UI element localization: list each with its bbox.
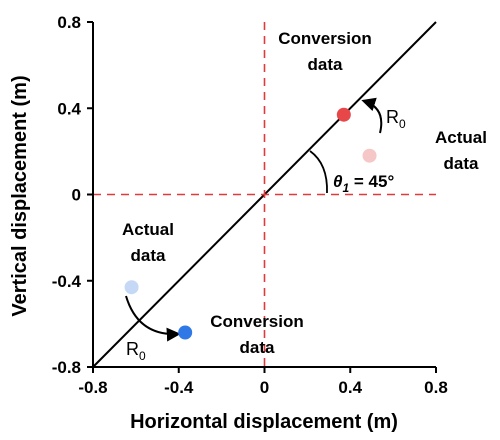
data-point — [124, 280, 139, 295]
rotation-label-upper: R0 — [386, 107, 406, 131]
conversion-data-label-lower-line2: data — [240, 338, 276, 357]
tick-marks — [87, 21, 437, 373]
y-tick-label: 0.8 — [57, 13, 81, 32]
actual-data-label-left-line2: data — [131, 246, 167, 265]
conversion-data-label-upper-line2: data — [308, 55, 344, 74]
data-points — [124, 107, 377, 340]
reference-lines — [92, 21, 437, 368]
x-tick-label: -0.4 — [164, 378, 194, 397]
x-tick-label: 0.8 — [424, 378, 448, 397]
rotation-label-lower: R0 — [126, 339, 146, 363]
y-axis-title: Vertical displacement (m) — [9, 75, 31, 316]
actual-data-label-right: Actual — [435, 128, 487, 147]
conversion-data-label-upper: Conversion — [278, 29, 372, 48]
x-tick-label: 0 — [260, 378, 269, 397]
rotation-arrow-upper — [361, 97, 383, 134]
angle-label: θ1 = 45° — [333, 172, 394, 195]
conversion-data-label-lower: Conversion — [210, 312, 304, 331]
data-point — [178, 325, 193, 340]
rotation-arrow-lower — [125, 295, 181, 342]
tick-labels: -0.8 -0.4 0 0.4 0.8 -0.8 -0.4 0 0.4 0.8 — [52, 13, 448, 397]
angle-arc — [309, 150, 328, 194]
x-tick-label: 0.4 — [338, 378, 362, 397]
data-point — [336, 107, 351, 122]
x-tick-label: -0.8 — [78, 378, 107, 397]
y-tick-label: -0.8 — [52, 358, 81, 377]
actual-data-label-right-line2: data — [444, 154, 480, 173]
data-point — [362, 148, 377, 163]
y-tick-label: 0 — [72, 186, 81, 205]
y-tick-label: -0.4 — [52, 272, 82, 291]
x-axis-title: Horizontal displacement (m) — [130, 411, 398, 433]
actual-data-label-left: Actual — [122, 220, 174, 239]
y-tick-label: 0.4 — [57, 99, 81, 118]
